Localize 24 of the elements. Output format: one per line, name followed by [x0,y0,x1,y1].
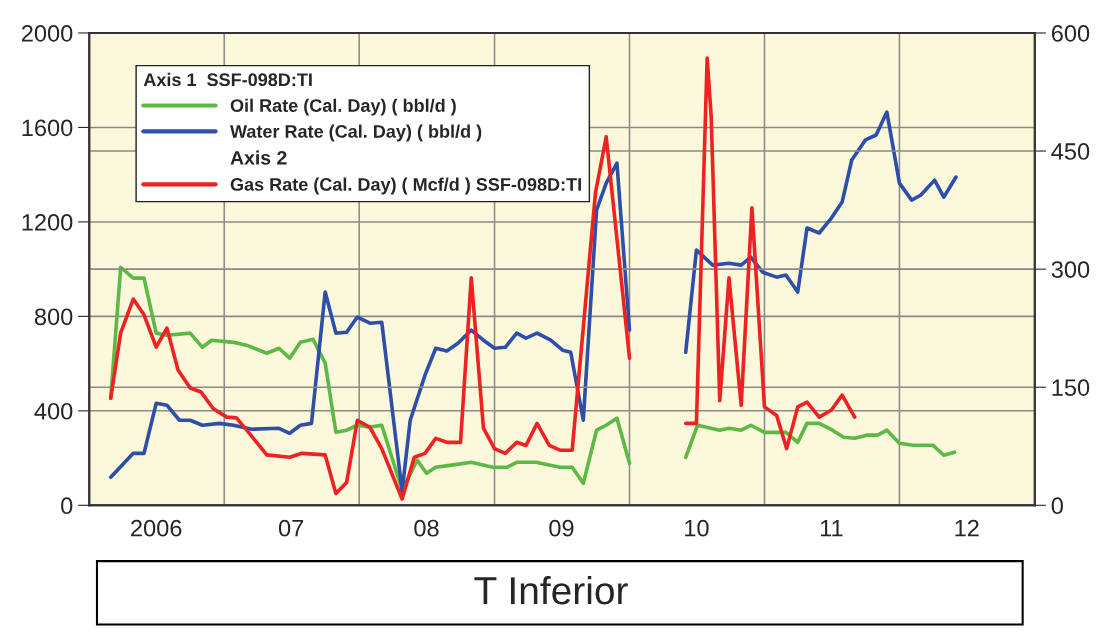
legend-label: Gas Rate (Cal. Day) ( Mcf/d ) SSF-098D:TI [230,177,581,195]
y2-tick-label: 450 [1051,143,1090,160]
x-tick-label: 07 [278,519,304,537]
y2-tick-label: 600 [1051,25,1090,42]
x-tick-label: 08 [414,519,439,537]
y2-tick-label: 150 [1052,379,1090,396]
y-tick-label: 1600 [22,119,73,137]
y2-tick-label: 0 [1051,497,1063,515]
x-tick-label: 11 [820,520,843,537]
legend-title: Axis 1 SSF-098D:TI [143,72,312,87]
text: T Inferior [474,575,628,605]
annotation: Axis 2 [230,150,287,165]
x-tick-label: 12 [955,519,979,537]
y-tick-label: 1200 [22,213,73,231]
x-tick-label: 10 [685,519,709,537]
y-tick-label: 800 [34,308,73,326]
y2-tick-label: 300 [1051,261,1090,278]
legend-label: Water Rate (Cal. Day) ( bbl/d ) [230,124,482,142]
y-tick-label: 400 [34,402,73,420]
x-tick-label: 09 [549,519,574,537]
y-tick-label: 2000 [21,25,73,42]
x-tick-label: 2006 [131,519,182,537]
legend-label: Oil Rate (Cal. Day) ( bbl/d ) [230,98,456,116]
y-tick-label: 0 [61,497,73,515]
